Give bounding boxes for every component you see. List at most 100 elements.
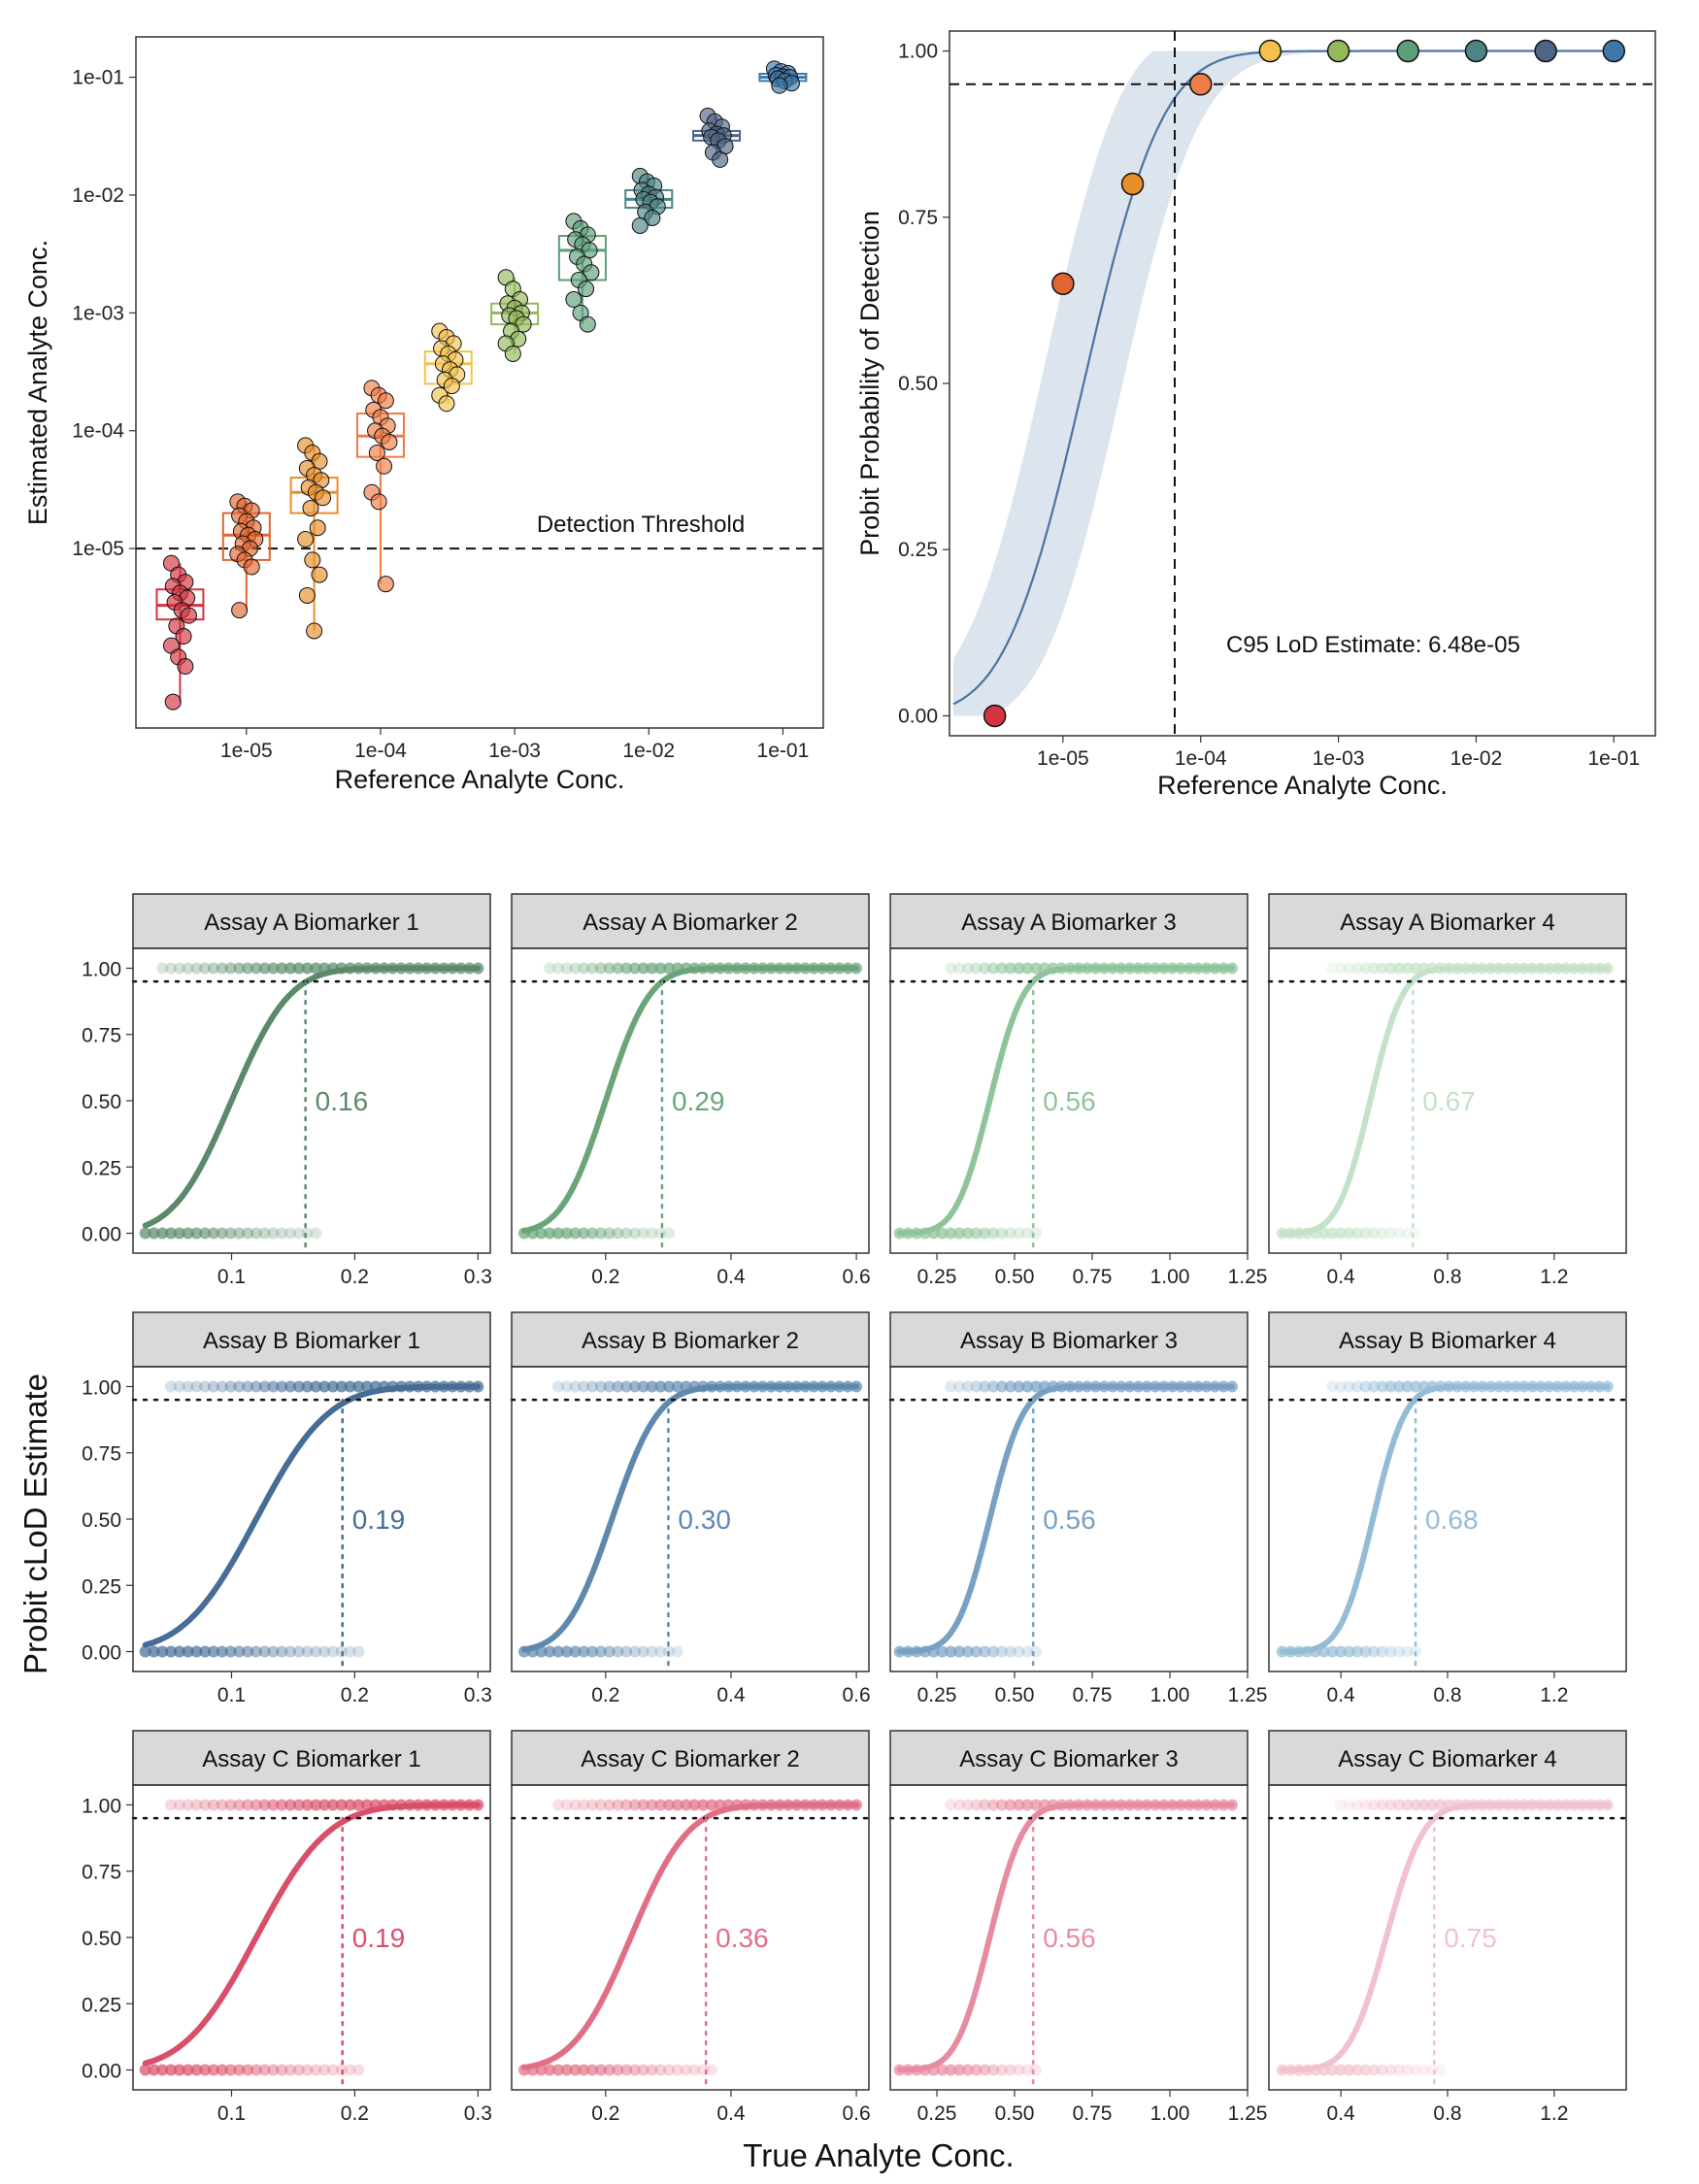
x-tick-label: 0.3 [464,2102,492,2125]
data-point [258,2064,271,2076]
lod-value-label: 0.67 [1422,1086,1476,1116]
x-tick-label: 0.4 [716,1266,746,1288]
facet-strip-title: Assay C Biomarker 3 [959,1746,1178,1772]
x-tick-label: 1.2 [1540,2102,1568,2125]
data-point [560,2064,573,2076]
data-point [1410,1227,1422,1240]
data-point [242,1645,254,1658]
x-tick-label: 0.2 [341,1684,369,1706]
data-point [139,1645,151,1658]
data-point [565,291,583,309]
data-point [190,962,203,975]
data-point [276,2064,288,2076]
panel-border [135,36,824,729]
data-point [995,2064,1008,2076]
data-point [292,962,305,975]
data-point [631,216,649,234]
data-point [628,2064,641,2076]
x-tick-label: 0.3 [464,1266,492,1288]
data-point [1401,1645,1414,1658]
data-point [771,77,788,94]
data-point [309,519,326,537]
facet-strip [889,1730,1249,1786]
x-tick-label: 0.4 [716,1684,746,1706]
data-point [173,1645,185,1658]
data-point [603,1799,616,1811]
data-point [1326,962,1339,975]
data-point [1393,1380,1406,1393]
data-point [1326,39,1350,63]
lod-value-label: 0.68 [1425,1505,1479,1535]
lod-value-label: 0.56 [1043,1923,1096,1953]
data-point [603,1380,616,1393]
data-point [284,1645,297,1658]
data-point [583,264,600,281]
data-point [586,2064,599,2076]
data-point [1013,2064,1025,2076]
data-point [945,1227,957,1240]
data-point [945,1380,957,1393]
data-point [1351,962,1364,975]
x-tick-label: 0.4 [1327,1684,1356,1706]
data-point [936,1227,949,1240]
data-point [1120,172,1145,196]
data-point [936,2064,949,2076]
facet-panel: Assay C Biomarker 2 0.36 0.2 0.4 0.6 [510,1730,871,2125]
data-point [190,1799,203,1811]
data-point [207,962,219,975]
data-point [301,1380,314,1393]
data-point [654,1380,667,1393]
data-point [139,2064,151,2076]
data-point [233,962,246,975]
data-point [224,1799,237,1811]
data-point [1021,2064,1034,2076]
facet-strip-title: Assay B Biomarker 2 [582,1328,799,1354]
data-point [1021,1227,1034,1240]
data-point [995,1645,1008,1658]
data-point [182,962,194,975]
probit-curve [896,965,1235,1237]
data-point [970,1227,983,1240]
probit-curve [142,1383,482,1648]
data-point [370,493,387,511]
data-point [1334,1799,1347,1811]
data-point [961,1799,974,1811]
data-point [586,1380,599,1393]
data-point [1326,1380,1339,1393]
lod-value-label: 0.30 [678,1505,731,1535]
data-point [1368,962,1381,975]
data-point [603,1227,616,1240]
y-tick-label: 1.00 [82,1795,121,1817]
x-tick-label: 1e-04 [1175,747,1227,770]
data-point [504,345,521,362]
y-tick-label: 0.75 [82,1025,121,1047]
x-tick-label: 0.1 [217,1684,246,1706]
panel-border [511,1366,870,1672]
x-tick-label: 0.50 [995,2102,1035,2125]
data-point [637,2064,650,2076]
data-point [1359,962,1372,975]
data-point [216,1799,228,1811]
lod-value-label: 0.56 [1043,1086,1096,1116]
data-point [603,2064,616,2076]
data-point [250,1799,262,1811]
data-point [199,962,212,975]
box-group [221,493,271,619]
data-point [1326,2064,1339,2076]
data-point [586,1799,599,1811]
data-point [250,1380,262,1393]
data-point [544,2064,556,2076]
data-point [578,1645,590,1658]
data-point [276,1645,288,1658]
data-point [987,962,1000,975]
data-point [292,1227,305,1240]
data-point [936,1645,949,1658]
x-tick-label: 1.00 [1150,2102,1190,2125]
data-point [173,2064,185,2076]
data-point [376,457,393,475]
data-point [258,1645,271,1658]
facet-strip-title: Assay B Biomarker 3 [960,1328,1178,1354]
confidence-band [953,50,1612,716]
data-point [165,1645,178,1658]
x-tick-label: 0.1 [217,2102,246,2125]
